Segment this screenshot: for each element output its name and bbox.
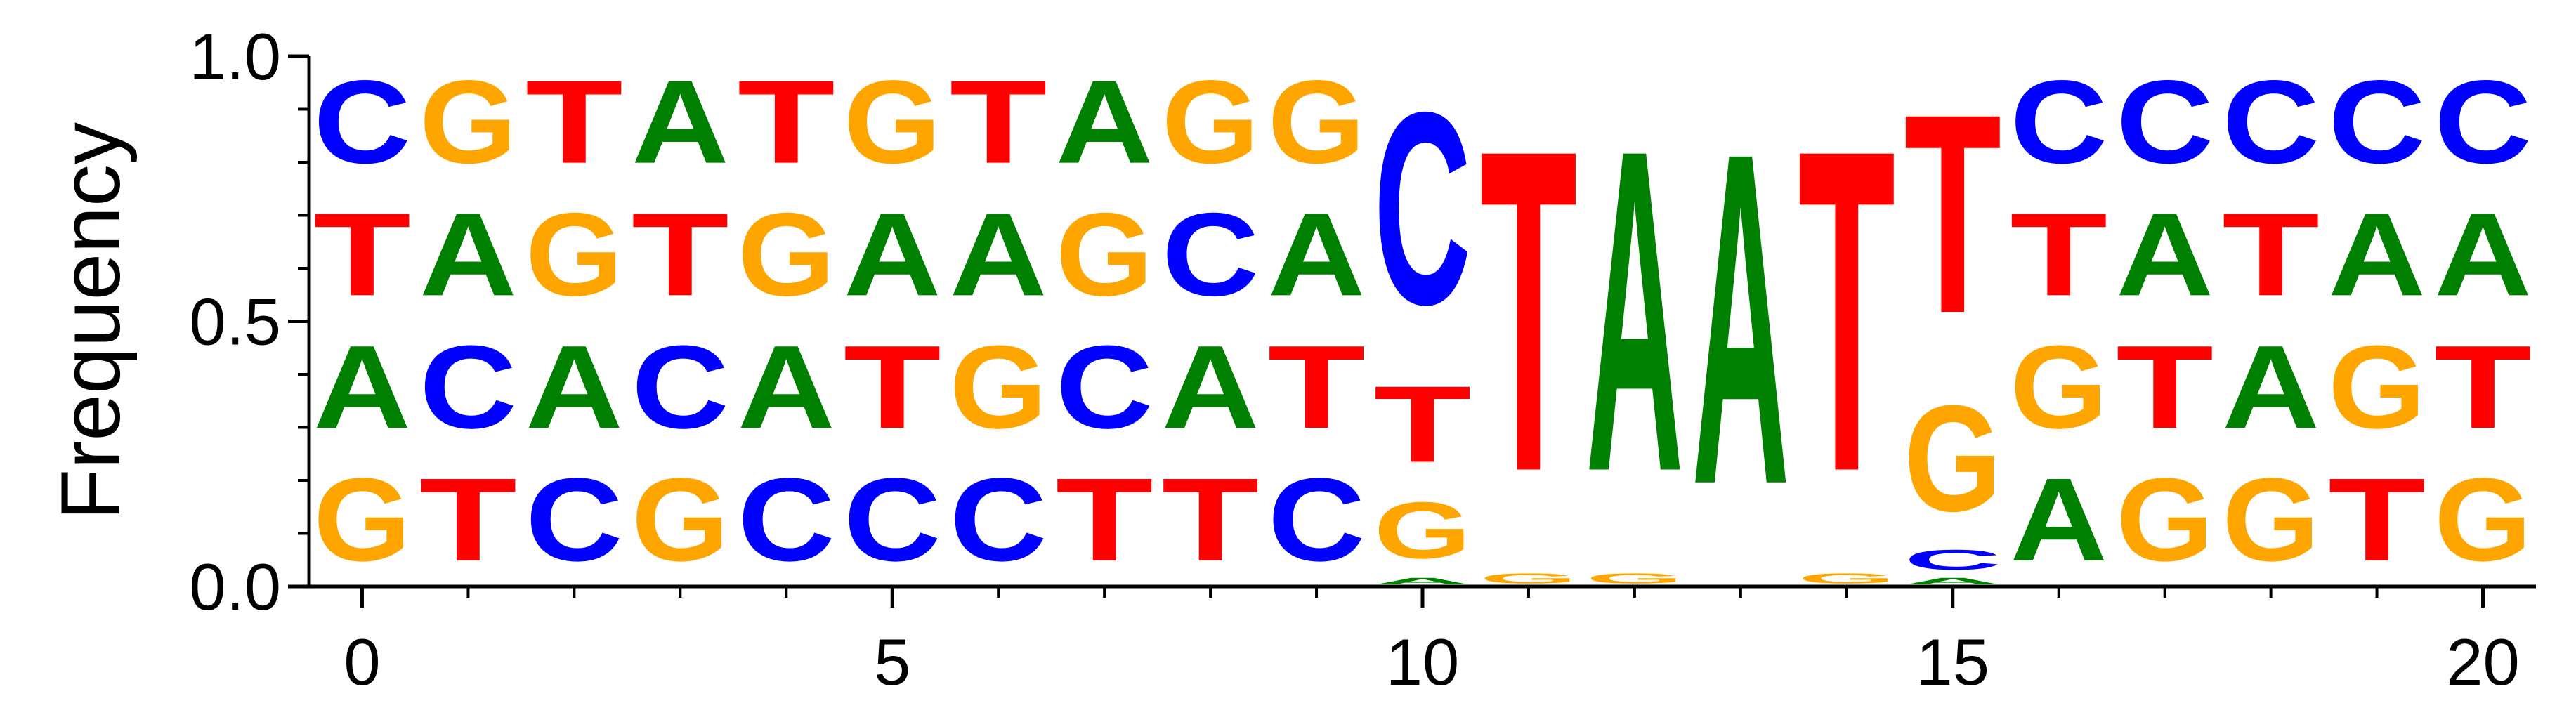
y-tick-label: 0.5: [189, 285, 281, 359]
logo-letter-A-pos-13: A: [1692, 54, 1789, 583]
logo-letter-C-pos-8: C: [1162, 188, 1260, 320]
logo-letter-T-pos-5: T: [844, 322, 941, 454]
logo-letter-T-pos-10: T: [1374, 364, 1472, 485]
logo-letter-A-pos-2: A: [525, 321, 623, 453]
logo-letter-G-pos-2: G: [525, 188, 623, 320]
logo-letter-T-pos-7: T: [1056, 454, 1153, 586]
logo-letter-A-pos-4: A: [738, 321, 835, 453]
logo-letter-T-pos-20: T: [2434, 322, 2532, 454]
logo-letter-T-pos-11: T: [1480, 54, 1578, 567]
logo-letter-C-pos-17: C: [2116, 56, 2214, 188]
logo-letter-C-pos-16: C: [2010, 56, 2107, 188]
logo-letter-A-pos-5: A: [844, 188, 941, 320]
logo-letter-T-pos-18: T: [2222, 189, 2320, 321]
logo-letter-T-pos-4: T: [738, 56, 835, 188]
logo-letter-A-pos-20: A: [2434, 188, 2532, 320]
logo-letter-T-pos-8: T: [1162, 454, 1260, 586]
logo-letter-C-pos-15: C: [1904, 544, 2001, 576]
logo-letter-T-pos-19: T: [2328, 454, 2426, 586]
logo-letter-A-pos-16: A: [2010, 454, 2107, 586]
y-axis-title: Frequency: [44, 122, 138, 520]
logo-letter-G-pos-3: G: [632, 454, 729, 586]
logo-letter-A-pos-19: A: [2328, 188, 2426, 320]
logo-letter-C-pos-9: C: [1268, 454, 1366, 586]
logo-letter-G-pos-4: G: [738, 188, 835, 320]
logo-letters: GATCTCAGCAGTGCTACAGTCTAGCGATTCGATACGCTAG…: [313, 54, 2532, 586]
logo-letter-T-pos-6: T: [950, 56, 1047, 188]
logo-letter-C-pos-20: C: [2434, 56, 2532, 188]
logo-letter-G-pos-10: G: [1374, 485, 1472, 575]
logo-letter-C-pos-6: C: [950, 454, 1047, 586]
logo-letter-A-pos-6: A: [950, 188, 1047, 320]
logo-letter-G-pos-18: G: [2222, 454, 2320, 586]
y-tick-label: 1.0: [189, 20, 281, 93]
logo-letter-A-pos-18: A: [2222, 321, 2320, 453]
logo-letter-G-pos-17: G: [2116, 454, 2214, 586]
y-tick-label: 0.0: [189, 550, 281, 624]
logo-letter-T-pos-1: T: [419, 454, 517, 586]
logo-letter-A-pos-0: A: [313, 321, 411, 453]
logo-letter-G-pos-12: G: [1586, 570, 1683, 586]
logo-letter-C-pos-1: C: [419, 321, 517, 453]
logo-letter-G-pos-20: G: [2434, 454, 2532, 586]
logo-letter-A-pos-8: A: [1162, 321, 1260, 453]
logo-letter-C-pos-4: C: [738, 454, 835, 586]
logo-letter-C-pos-10: C: [1374, 55, 1472, 362]
logo-letter-G-pos-8: G: [1162, 55, 1260, 188]
logo-letter-G-pos-6: G: [950, 321, 1047, 453]
logo-letter-G-pos-16: G: [2010, 321, 2107, 453]
x-tick-label: 0: [344, 625, 380, 699]
logo-letter-G-pos-14: G: [1798, 570, 1895, 586]
logo-letter-T-pos-16: T: [2010, 189, 2107, 321]
logo-letter-A-pos-7: A: [1056, 56, 1153, 188]
logo-letter-G-pos-1: G: [419, 55, 517, 188]
logo-letter-T-pos-9: T: [1268, 322, 1366, 454]
logo-letter-T-pos-15: T: [1904, 55, 2001, 372]
x-tick-label: 15: [1916, 625, 1989, 699]
logo-letter-A-pos-3: A: [632, 56, 729, 188]
logo-letter-A-pos-1: A: [419, 188, 517, 320]
x-tick-label: 20: [2446, 625, 2520, 699]
logo-letter-G-pos-7: G: [1056, 188, 1153, 320]
logo-letter-T-pos-14: T: [1798, 54, 1895, 567]
logo-letter-A-pos-9: A: [1268, 188, 1366, 320]
logo-letter-A-pos-12: A: [1586, 55, 1683, 567]
x-tick-label: 5: [874, 625, 910, 699]
logo-letter-G-pos-0: G: [313, 454, 411, 586]
x-tick-label: 10: [1386, 625, 1460, 699]
logo-letter-T-pos-17: T: [2116, 322, 2214, 454]
logo-letter-G-pos-9: G: [1268, 55, 1366, 188]
logo-letter-G-pos-5: G: [844, 55, 941, 188]
logo-letter-G-pos-15: G: [1904, 374, 2001, 543]
logo-letter-C-pos-0: C: [313, 56, 411, 188]
logo-letter-T-pos-0: T: [313, 189, 411, 321]
logo-letter-C-pos-7: C: [1056, 321, 1153, 453]
logo-letter-G-pos-11: G: [1480, 570, 1578, 586]
logo-letter-C-pos-3: C: [632, 321, 729, 453]
logo-letter-A-pos-17: A: [2116, 188, 2214, 320]
logo-letter-C-pos-5: C: [844, 454, 941, 586]
logo-letter-T-pos-2: T: [525, 56, 623, 188]
logo-letter-C-pos-19: C: [2328, 56, 2426, 188]
logo-letter-G-pos-19: G: [2328, 321, 2426, 453]
logo-letter-C-pos-2: C: [525, 454, 623, 586]
logo-letter-T-pos-3: T: [632, 189, 729, 321]
logo-letter-C-pos-18: C: [2222, 56, 2320, 188]
